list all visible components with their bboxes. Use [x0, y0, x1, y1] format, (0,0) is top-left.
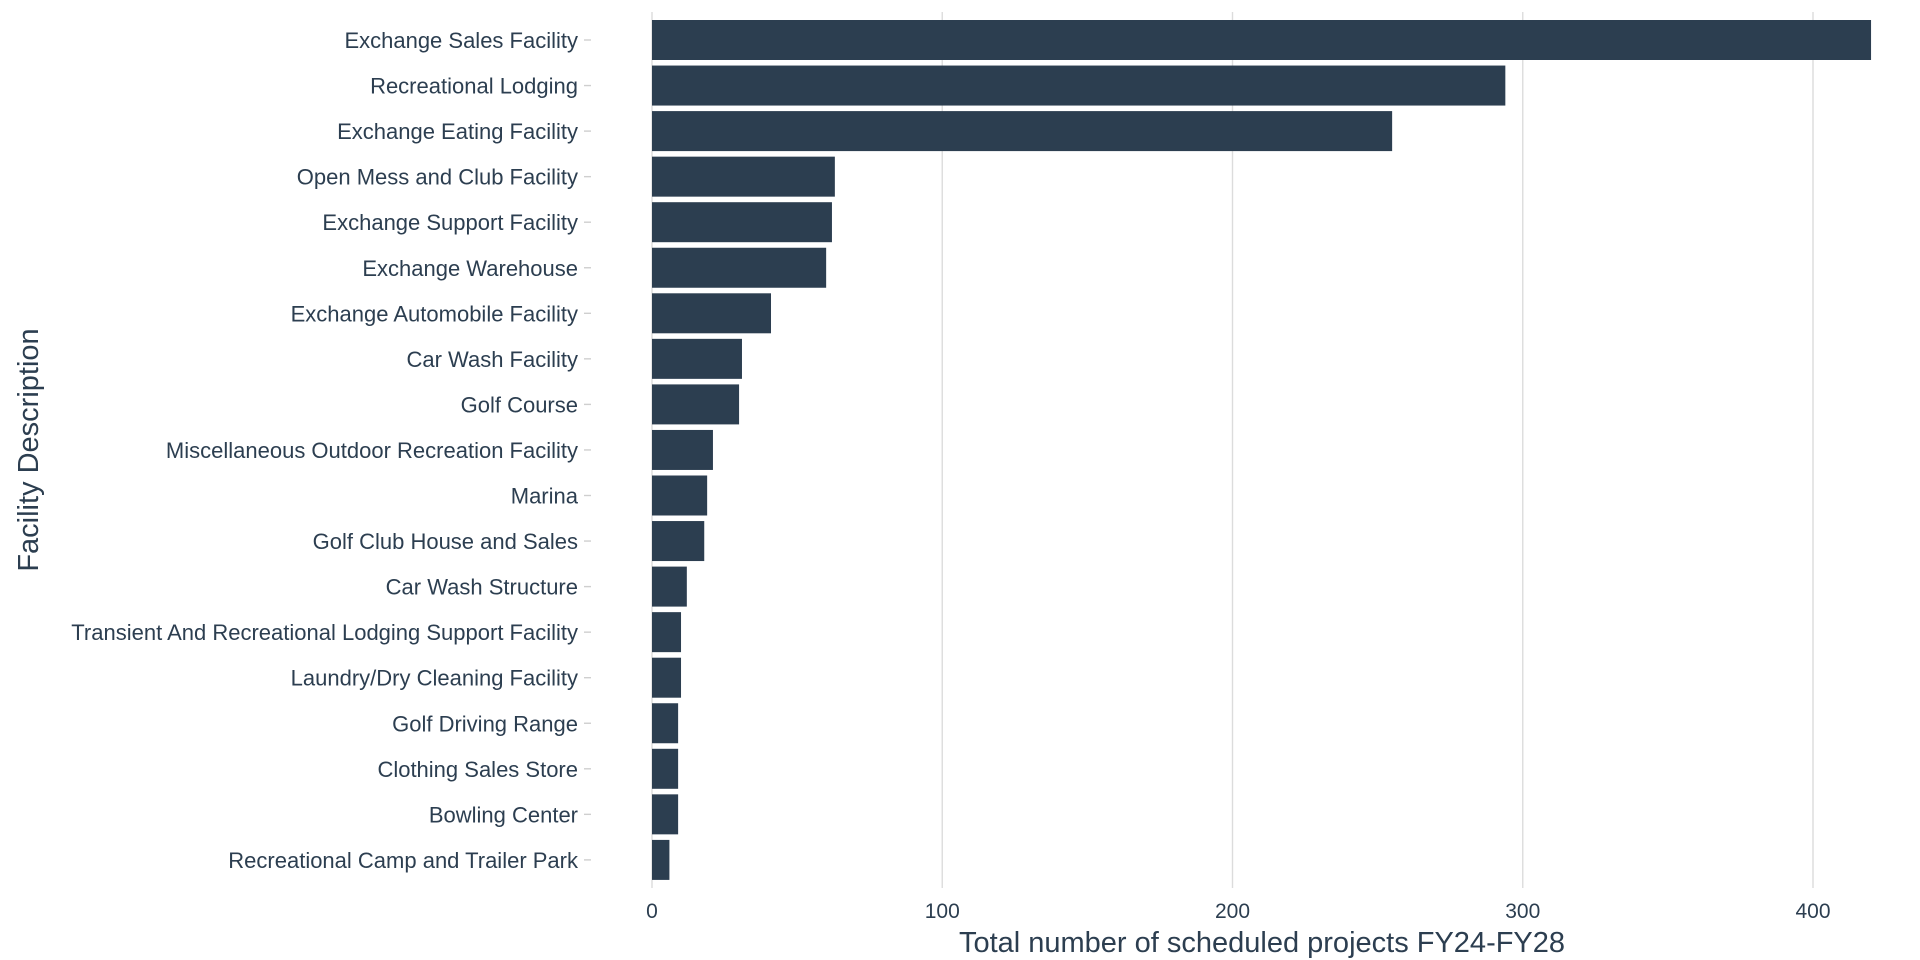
category-label: Transient And Recreational Lodging Suppo… [71, 620, 578, 645]
category-label: Open Mess and Club Facility [297, 165, 578, 190]
bar [652, 612, 682, 653]
bar [652, 839, 670, 880]
bar [652, 111, 1393, 152]
bar [652, 247, 827, 288]
bar [652, 475, 708, 516]
x-tick-label: 400 [1795, 900, 1830, 923]
category-label: Exchange Warehouse [362, 256, 578, 281]
bar [652, 65, 1506, 106]
category-label: Car Wash Structure [386, 575, 578, 600]
bar [652, 703, 679, 744]
bar [652, 429, 713, 470]
category-label: Golf Club House and Sales [313, 529, 578, 554]
category-label: Bowling Center [429, 802, 578, 827]
bar [652, 156, 835, 197]
bar [652, 202, 832, 243]
bars [652, 20, 1872, 880]
bar [652, 748, 679, 789]
category-label: Clothing Sales Store [377, 757, 578, 782]
category-label: Miscellaneous Outdoor Recreation Facilit… [166, 438, 578, 463]
category-label: Recreational Lodging [370, 74, 578, 99]
x-tick-label: 0 [646, 900, 658, 923]
category-label: Marina [511, 484, 579, 509]
category-label: Exchange Sales Facility [344, 28, 578, 53]
y-axis-title: Facility Description [13, 328, 45, 571]
category-label: Golf Driving Range [392, 711, 578, 736]
category-label: Golf Course [461, 392, 578, 417]
bar [652, 384, 740, 425]
category-label: Recreational Camp and Trailer Park [228, 848, 579, 873]
bar [652, 657, 682, 698]
x-tick-labels: 0 100 200 300 400 [646, 900, 1830, 923]
category-label: Exchange Eating Facility [337, 119, 578, 144]
x-tick-label: 300 [1505, 900, 1540, 923]
category-labels: Exchange Sales Facility Recreational Lodg… [71, 28, 591, 873]
bar [652, 521, 705, 562]
category-label: Exchange Automobile Facility [291, 301, 578, 326]
category-label: Laundry/Dry Cleaning Facility [291, 666, 578, 691]
x-tick-label: 100 [925, 900, 960, 923]
bar [652, 794, 679, 835]
bar [652, 566, 687, 607]
bar [652, 20, 1872, 60]
category-label: Car Wash Facility [406, 347, 578, 372]
x-tick-label: 200 [1215, 900, 1250, 923]
bar [652, 338, 742, 379]
bar [652, 293, 772, 334]
category-label: Exchange Support Facility [322, 210, 578, 235]
x-axis-title: Total number of scheduled projects FY24-… [959, 927, 1565, 959]
